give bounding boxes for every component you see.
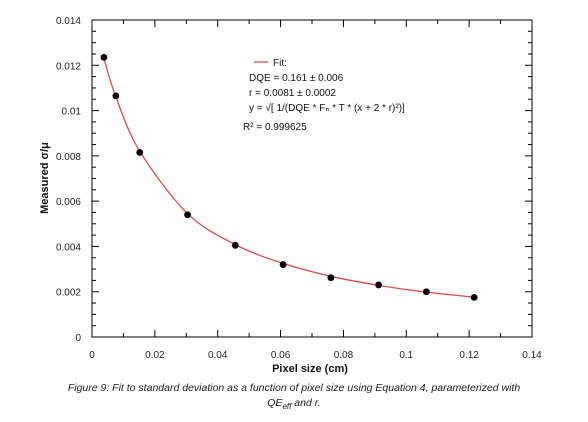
x-tick-label: 0.12 bbox=[459, 350, 479, 361]
legend-fit-label: Fit: bbox=[273, 58, 287, 69]
caption-rest: and r. bbox=[291, 397, 321, 409]
chart: 0 0.02 0.04 0.06 0.08 0.1 0.12 0.14 0 0.002 0.004… bbox=[39, 16, 542, 375]
x-tick-label: 0.04 bbox=[208, 350, 228, 361]
y-tick-label: 0.006 bbox=[56, 197, 81, 208]
legend: Fit: DQE = 0.161 ± 0.006 r = 0.0081 ± 0.… bbox=[243, 58, 405, 133]
caption-line-2: QEeff and r. bbox=[0, 396, 588, 414]
annotation-r: r = 0.0081 ± 0.0002 bbox=[249, 88, 336, 99]
y-tick-label: 0.002 bbox=[56, 288, 81, 299]
y-tick-labels: 0 0.002 0.004 0.006 0.008 0.01 0.012 0.014 bbox=[56, 16, 81, 344]
annotation-formula: y = √[ 1/(DQE * Fₙ * T * (x + 2 * r)²)] bbox=[249, 102, 405, 114]
annotation-r-squared: R² = 0.999625 bbox=[243, 122, 307, 133]
data-point bbox=[231, 241, 239, 249]
axis-ticks bbox=[91, 19, 533, 338]
data-point bbox=[470, 293, 478, 301]
data-point bbox=[184, 211, 191, 219]
annotation-dqe: DQE = 0.161 ± 0.006 bbox=[249, 73, 344, 84]
y-axis-title: Measured σ/μ bbox=[39, 142, 51, 214]
caption-qe-subscript: eff bbox=[282, 402, 292, 412]
y-tick-label: 0.008 bbox=[56, 152, 81, 163]
data-points bbox=[100, 53, 478, 301]
x-tick-label: 0.14 bbox=[522, 350, 542, 361]
data-point bbox=[100, 53, 108, 61]
data-point bbox=[327, 274, 335, 282]
caption-qe: QE bbox=[267, 397, 283, 409]
y-tick-label: 0.014 bbox=[56, 16, 81, 27]
data-point bbox=[136, 149, 144, 156]
y-tick-label: 0 bbox=[75, 333, 81, 344]
y-tick-label: 0.004 bbox=[56, 242, 81, 253]
x-tick-label: 0 bbox=[89, 350, 95, 361]
x-axis-title: Pixel size (cm) bbox=[272, 363, 348, 375]
x-tick-label: 0.06 bbox=[271, 350, 291, 361]
caption-line-1: Figure 9: Fit to standard deviation as a… bbox=[67, 382, 521, 394]
data-point bbox=[112, 92, 120, 100]
x-tick-labels: 0 0.02 0.04 0.06 0.08 0.1 0.12 0.14 bbox=[89, 350, 542, 361]
x-tick-label: 0.08 bbox=[334, 350, 354, 361]
y-tick-label: 0.01 bbox=[62, 107, 82, 118]
fit-curve bbox=[103, 58, 475, 298]
data-point bbox=[375, 281, 383, 289]
figure-caption: Figure 9: Fit to standard deviation as a… bbox=[0, 381, 588, 414]
x-tick-label: 0.02 bbox=[145, 350, 165, 361]
x-tick-label: 0.1 bbox=[399, 350, 413, 361]
y-tick-label: 0.012 bbox=[56, 61, 81, 72]
data-point bbox=[423, 288, 430, 296]
data-point bbox=[279, 261, 287, 268]
